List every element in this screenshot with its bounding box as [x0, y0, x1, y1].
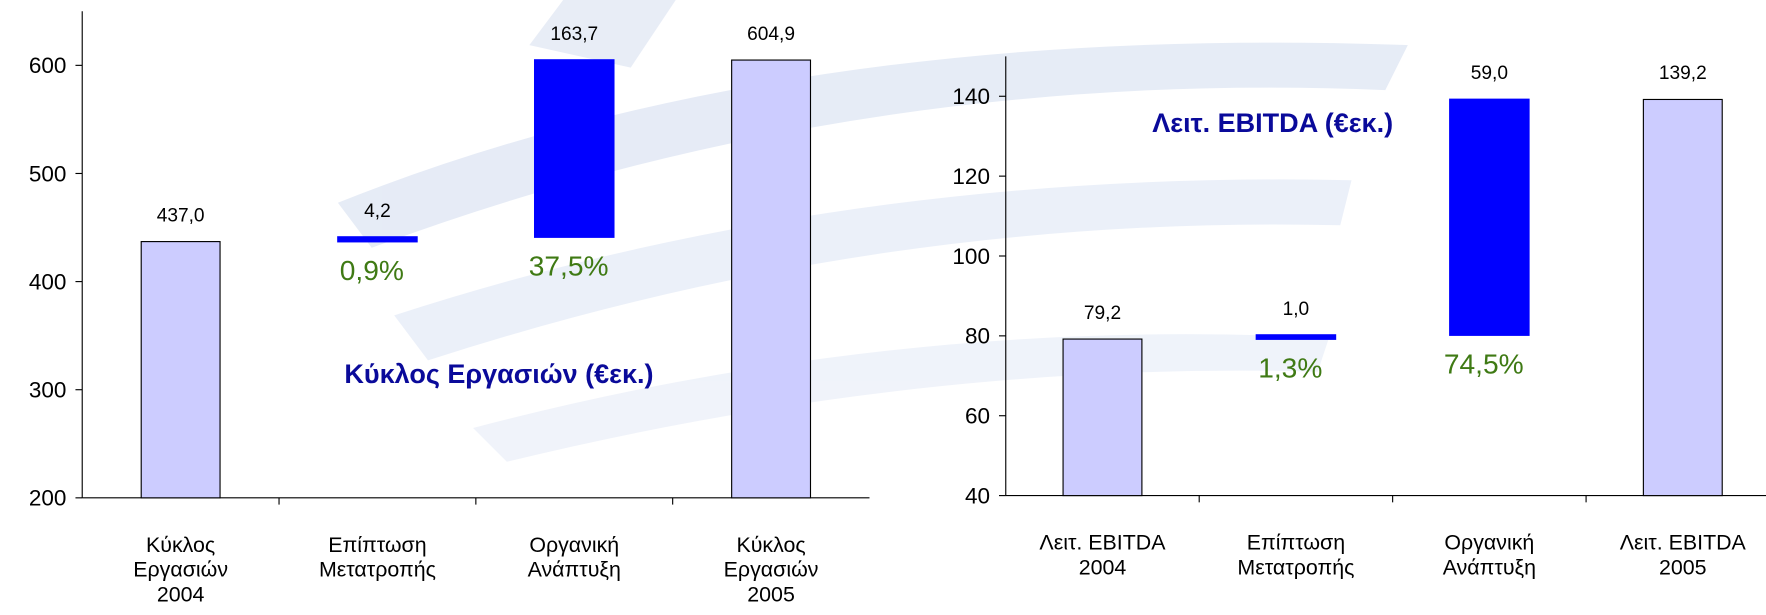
x-tick-label: Κύκλος Εργασιών 2004 [133, 533, 228, 607]
growth-label: 0,9% [340, 255, 404, 286]
y-tick-label: 500 [29, 161, 67, 186]
y-tick-label: 400 [29, 269, 67, 294]
x-tick-label: Λειτ. EBITDA 2004 [1039, 531, 1166, 580]
growth-label: 1,3% [1258, 352, 1322, 383]
growth-label: 74,5% [1444, 348, 1524, 379]
growth-label: 37,5% [529, 250, 609, 281]
y-tick-label: 80 [965, 324, 990, 349]
value-label: 437,0 [157, 205, 205, 226]
value-label: 139,2 [1659, 63, 1707, 84]
value-label: 59,0 [1471, 63, 1508, 84]
value-label: 163,7 [550, 24, 598, 45]
bar [1449, 98, 1530, 336]
y-tick-label: 200 [29, 486, 67, 511]
x-tick-label: Οργανική Ανάπτυξη [528, 533, 621, 582]
value-label: 604,9 [747, 24, 795, 45]
x-tick-label: Επίπτωση Μετατροπής [1237, 531, 1354, 580]
y-tick-label: 60 [965, 404, 990, 429]
bar [731, 59, 812, 499]
bar [337, 236, 418, 243]
x-tick-label: Κύκλος Εργασιών 2005 [724, 533, 819, 607]
value-label: 4,2 [364, 201, 391, 222]
chart-title: Λειτ. EBITDA (€εκ.) [1152, 108, 1393, 138]
bar [1642, 98, 1723, 497]
bar [140, 241, 221, 499]
y-tick-label: 300 [29, 378, 67, 403]
x-tick-label: Επίπτωση Μετατροπής [319, 533, 436, 582]
background-swirl [337, 0, 1408, 462]
y-tick-label: 600 [29, 53, 67, 78]
y-tick-label: 120 [952, 164, 990, 189]
chart-title: Κύκλος Εργασιών (€εκ.) [344, 359, 653, 389]
y-tick-label: 40 [965, 483, 990, 508]
value-label: 79,2 [1084, 303, 1121, 324]
value-label: 1,0 [1283, 299, 1310, 320]
y-tick-label: 100 [952, 244, 990, 269]
bar [1255, 334, 1337, 340]
x-tick-label: Οργανική Ανάπτυξη [1443, 531, 1536, 580]
x-tick-label: Λειτ. EBITDA 2005 [1620, 531, 1747, 580]
bar [1062, 338, 1143, 497]
bar [533, 59, 615, 238]
y-tick-label: 140 [952, 84, 990, 109]
